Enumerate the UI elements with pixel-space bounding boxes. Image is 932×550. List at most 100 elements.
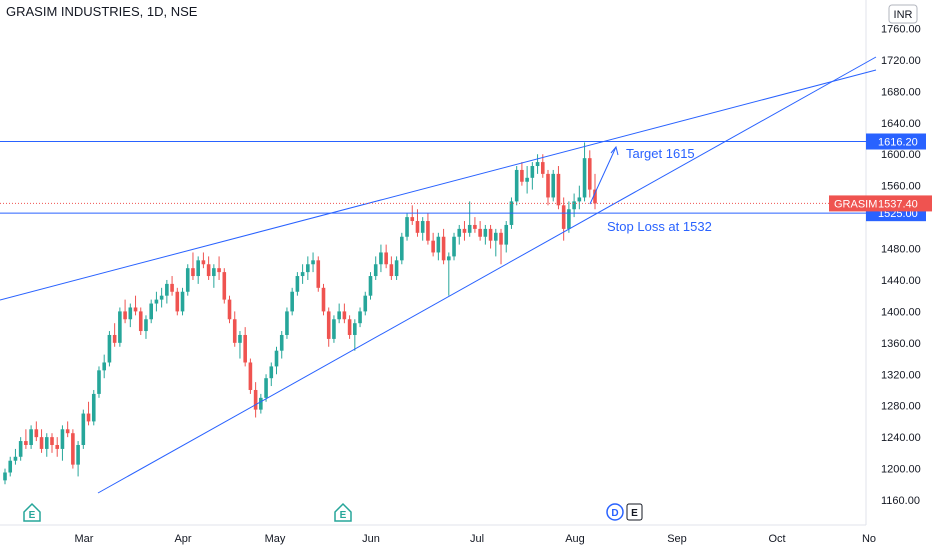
earnings-upcoming-badge[interactable] <box>626 503 643 521</box>
candle-body[interactable] <box>394 260 399 277</box>
candle-body[interactable] <box>175 291 180 312</box>
candle-body[interactable] <box>321 287 326 312</box>
candle-body[interactable] <box>149 303 153 320</box>
candle-body[interactable] <box>285 311 289 335</box>
candle-body[interactable] <box>259 397 263 410</box>
candle-body[interactable] <box>504 224 509 245</box>
candle-body[interactable] <box>253 389 258 410</box>
candle-body[interactable] <box>373 264 378 277</box>
candle-body[interactable] <box>65 429 70 434</box>
candle-body[interactable] <box>593 189 597 204</box>
candle-body[interactable] <box>363 295 368 312</box>
candle-body[interactable] <box>535 162 540 167</box>
candle-body[interactable] <box>441 236 446 261</box>
candle-body[interactable] <box>185 268 190 292</box>
candle-body[interactable] <box>353 323 357 335</box>
upper-trendline[interactable] <box>0 69 877 301</box>
candle-body[interactable] <box>165 283 169 296</box>
candle-body[interactable] <box>243 334 247 363</box>
candle-body[interactable] <box>384 252 388 265</box>
candle-body[interactable] <box>212 268 216 277</box>
candle-body[interactable] <box>191 268 195 277</box>
candle-body[interactable] <box>159 295 164 300</box>
candle-body[interactable] <box>39 437 44 449</box>
earnings-badge[interactable] <box>334 502 352 522</box>
candle-body[interactable] <box>222 272 227 300</box>
earnings-badge[interactable] <box>23 502 41 522</box>
candle-body[interactable] <box>551 173 556 198</box>
candle-body[interactable] <box>206 264 211 277</box>
candle-body[interactable] <box>86 413 91 422</box>
candle-body[interactable] <box>332 319 336 339</box>
candle-body[interactable] <box>556 173 561 206</box>
candle-body[interactable] <box>248 362 253 390</box>
lower-trendline[interactable] <box>97 56 877 494</box>
candle-body[interactable] <box>232 319 237 343</box>
candle-body[interactable] <box>420 221 425 233</box>
candle-body[interactable] <box>44 437 49 449</box>
candle-body[interactable] <box>112 334 117 343</box>
candle-body[interactable] <box>71 433 75 465</box>
candle-body[interactable] <box>567 209 571 229</box>
candle-body[interactable] <box>123 311 127 320</box>
candle-body[interactable] <box>452 236 456 257</box>
candle-body[interactable] <box>358 311 362 324</box>
candle-body[interactable] <box>342 311 347 320</box>
candle-body[interactable] <box>426 221 430 241</box>
candle-body[interactable] <box>499 232 503 245</box>
candle-body[interactable] <box>379 252 383 265</box>
candle-body[interactable] <box>473 224 477 229</box>
candle-body[interactable] <box>582 158 587 198</box>
candle-body[interactable] <box>133 307 138 312</box>
candle-body[interactable] <box>389 264 394 277</box>
candle-body[interactable] <box>238 334 242 343</box>
candle-body[interactable] <box>144 319 148 332</box>
candle-body[interactable] <box>269 366 274 379</box>
candle-body[interactable] <box>467 224 472 233</box>
currency-box[interactable] <box>888 4 918 24</box>
candle-body[interactable] <box>493 232 498 241</box>
candle-body[interactable] <box>76 444 80 465</box>
candle-body[interactable] <box>34 429 39 438</box>
candle-body[interactable] <box>561 205 566 229</box>
candle-body[interactable] <box>488 228 493 241</box>
candle-body[interactable] <box>572 201 576 210</box>
candle-body[interactable] <box>24 441 28 445</box>
candle-body[interactable] <box>587 158 592 190</box>
candle-body[interactable] <box>478 228 482 237</box>
candle-body[interactable] <box>138 311 143 332</box>
candle-body[interactable] <box>50 437 54 445</box>
candle-body[interactable] <box>295 276 300 292</box>
candle-body[interactable] <box>274 350 279 367</box>
candle-body[interactable] <box>431 240 435 253</box>
candle-body[interactable] <box>483 228 488 237</box>
candle-body[interactable] <box>326 311 331 339</box>
candle-body[interactable] <box>227 299 232 320</box>
candle-body[interactable] <box>546 173 550 198</box>
candle-body[interactable] <box>368 276 373 296</box>
candle-body[interactable] <box>107 334 112 363</box>
candle-body[interactable] <box>154 299 159 304</box>
candle-body[interactable] <box>311 260 315 265</box>
candle-body[interactable] <box>118 311 122 343</box>
candle-body[interactable] <box>128 307 133 320</box>
candle-body[interactable] <box>91 393 96 422</box>
candle-body[interactable] <box>447 256 451 261</box>
candle-body[interactable] <box>530 166 535 178</box>
candle-body[interactable] <box>97 370 101 394</box>
candle-body[interactable] <box>316 260 321 288</box>
candle-body[interactable] <box>577 197 582 202</box>
candle-body[interactable] <box>201 260 206 265</box>
candle-body[interactable] <box>102 362 107 371</box>
candle-body[interactable] <box>514 169 519 202</box>
candle-body[interactable] <box>217 268 221 273</box>
candle-body[interactable] <box>279 334 284 351</box>
candle-body[interactable] <box>264 378 268 398</box>
candle-body[interactable] <box>436 236 441 253</box>
candle-body[interactable] <box>410 217 415 222</box>
candle-body[interactable] <box>18 441 23 457</box>
candle-body[interactable] <box>81 413 86 445</box>
candle-body[interactable] <box>400 236 404 261</box>
candle-body[interactable] <box>29 429 33 445</box>
